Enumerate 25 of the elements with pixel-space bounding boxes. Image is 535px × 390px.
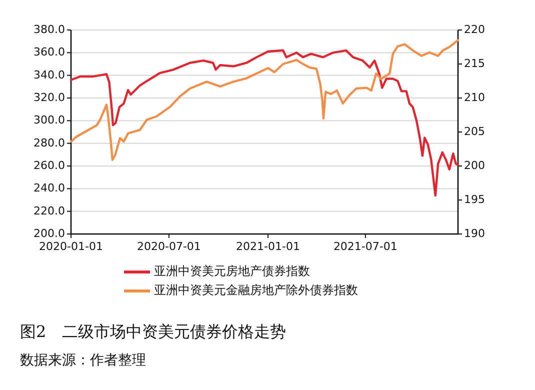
y2-tick-label: 210 <box>464 91 485 104</box>
legend-label: 亚洲中资美元金融房地产除外债券指数 <box>154 283 358 298</box>
y-tick-label: 380.0 <box>34 23 65 36</box>
y-tick-label: 240.0 <box>34 182 65 195</box>
y2-tick-label: 200 <box>464 159 485 172</box>
x-tick-label: 2021-07-01 <box>333 240 398 254</box>
y-tick-label: 200.0 <box>34 227 65 240</box>
y2-tick-label: 215 <box>464 57 485 70</box>
x-tick-label: 2020-07-01 <box>136 240 201 254</box>
y-tick-label: 220.0 <box>34 204 65 218</box>
source-note: 数据来源：作者整理 <box>20 352 146 369</box>
y-tick-label: 280.0 <box>34 136 65 150</box>
x-tick-label: 2020-01-01 <box>39 240 103 254</box>
y-tick-label: 340.0 <box>34 68 65 82</box>
y2-tick-label: 195 <box>464 193 485 206</box>
y-tick-label: 300.0 <box>34 114 65 127</box>
y2-tick-label: 190 <box>464 227 485 240</box>
text: 图2 二级市场中资美元债券价格走势 <box>20 322 286 342</box>
y-tick-label: 360.0 <box>34 46 65 59</box>
y-tick-label: 260.0 <box>34 159 65 172</box>
y2-tick-label: 205 <box>464 125 485 138</box>
y2-tick-label: 220 <box>464 23 485 36</box>
y-tick-label: 320.0 <box>34 91 65 104</box>
x-tick-label: 2021-01-01 <box>236 240 300 254</box>
legend-label: 亚洲中资美元房地产债券指数 <box>154 264 310 278</box>
